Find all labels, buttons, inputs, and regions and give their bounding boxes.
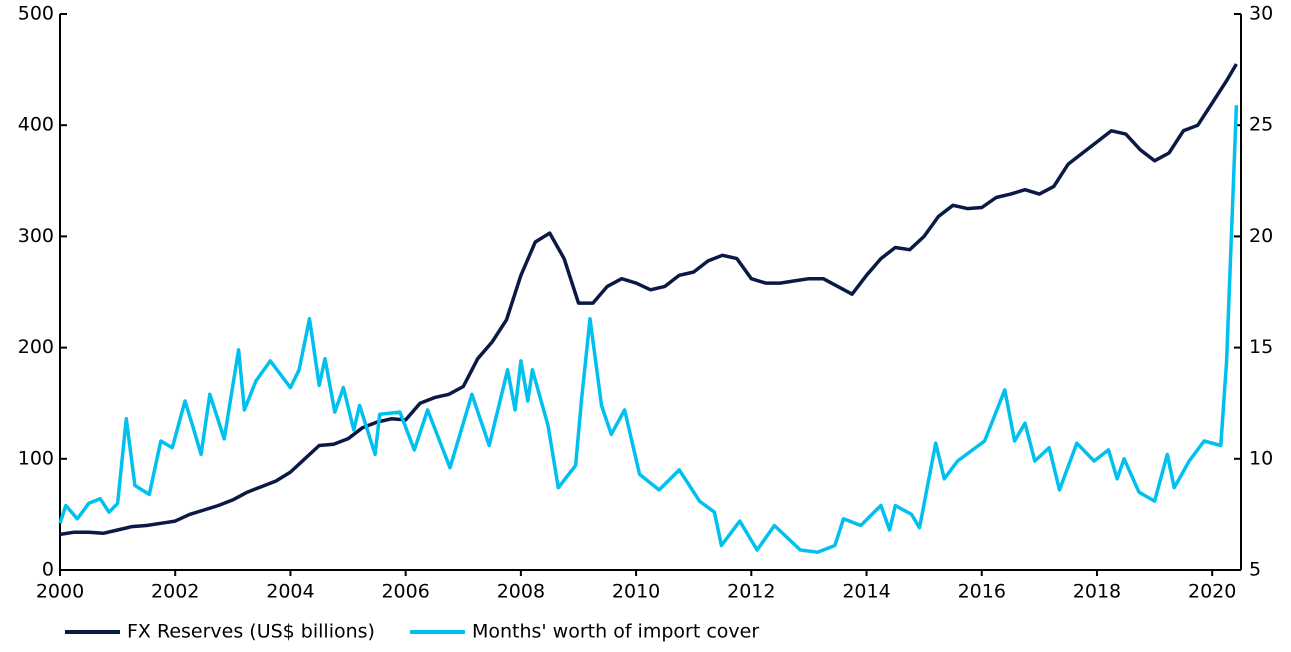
- y2-tick-label: 15: [1249, 336, 1273, 358]
- x-tick-label: 2014: [842, 581, 890, 603]
- y2-tick-label: 30: [1249, 3, 1273, 25]
- y2-tick-label: 25: [1249, 114, 1273, 136]
- y2-tick-label: 20: [1249, 225, 1273, 247]
- y-tick-label: 500: [18, 3, 54, 25]
- x-tick-label: 2012: [727, 581, 775, 603]
- y-tick-label: 200: [18, 336, 54, 358]
- legend-label: FX Reserves (US$ billions): [127, 621, 375, 643]
- x-tick-label: 2010: [612, 581, 660, 603]
- y-tick-label: 300: [18, 225, 54, 247]
- y-tick-label: 100: [18, 447, 54, 469]
- x-tick-label: 2016: [958, 581, 1006, 603]
- x-tick-label: 2002: [151, 581, 199, 603]
- x-tick-label: 2020: [1188, 581, 1236, 603]
- series-line: [58, 105, 1239, 554]
- x-tick-label: 2000: [36, 581, 84, 603]
- y-tick-label: 400: [18, 114, 54, 136]
- series-line: [59, 63, 1238, 537]
- legend-label: Months' worth of import cover: [472, 621, 759, 643]
- y2-tick-label: 10: [1249, 447, 1273, 469]
- y-tick-label: 0: [42, 559, 54, 581]
- x-tick-label: 2004: [266, 581, 314, 603]
- x-tick-label: 2006: [381, 581, 429, 603]
- y2-tick-label: 5: [1249, 559, 1261, 581]
- x-tick-label: 2018: [1073, 581, 1121, 603]
- x-tick-label: 2008: [497, 581, 545, 603]
